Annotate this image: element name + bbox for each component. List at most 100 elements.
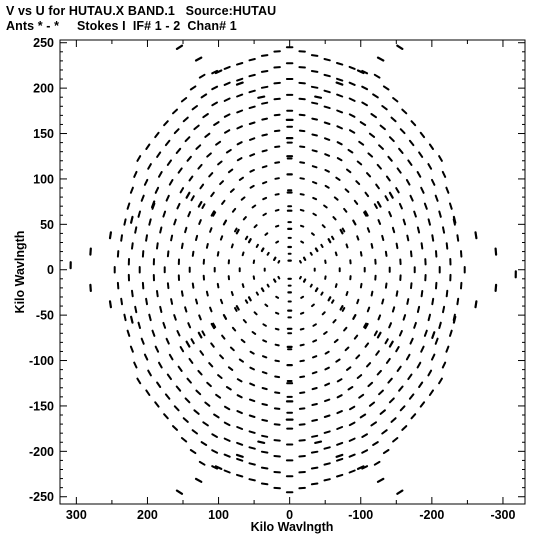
data-point xyxy=(361,69,369,75)
data-point xyxy=(299,161,306,164)
data-point xyxy=(248,105,256,110)
data-point xyxy=(249,153,256,157)
y-axis: 250 200 150 100 50 0 -50 -100 -150 -200 -250 xyxy=(29,36,525,504)
data-point xyxy=(184,306,188,313)
data-point xyxy=(260,247,265,253)
data-point xyxy=(242,319,247,324)
data-point xyxy=(185,191,191,199)
data-point xyxy=(324,137,331,141)
data-point xyxy=(387,377,393,384)
data-point xyxy=(298,113,306,117)
data-point xyxy=(193,124,200,131)
data-point xyxy=(108,300,113,309)
data-point xyxy=(336,62,344,66)
data-point xyxy=(434,337,439,345)
data-point xyxy=(372,93,379,99)
data-point xyxy=(300,295,305,299)
data-point xyxy=(323,58,331,62)
data-point xyxy=(449,202,453,210)
data-point xyxy=(190,338,195,345)
data-point xyxy=(456,297,460,306)
data-point xyxy=(375,350,380,356)
data-point xyxy=(212,211,217,217)
data-point xyxy=(193,409,200,415)
data-point xyxy=(310,482,319,486)
data-point xyxy=(129,345,134,353)
data-point xyxy=(406,234,410,242)
data-point xyxy=(391,226,396,234)
data-point xyxy=(428,389,434,396)
data-point xyxy=(310,450,319,454)
data-point xyxy=(148,218,152,226)
data-point xyxy=(310,70,319,73)
data-point xyxy=(190,195,195,202)
data-point xyxy=(445,186,450,194)
data-point xyxy=(398,330,403,337)
data-point xyxy=(299,193,305,196)
data-point xyxy=(385,175,391,182)
data-point xyxy=(184,226,188,234)
data-point xyxy=(247,238,252,244)
data-point xyxy=(431,331,436,339)
data-point xyxy=(390,116,397,123)
data-point xyxy=(145,143,151,150)
data-point xyxy=(356,298,360,305)
data-point xyxy=(225,148,232,154)
data-point xyxy=(211,69,219,75)
data-point xyxy=(262,212,267,217)
data-point xyxy=(249,137,256,141)
y-tick-label: 50 xyxy=(40,218,54,232)
data-point xyxy=(159,226,163,234)
data-point xyxy=(222,219,228,226)
data-point xyxy=(274,375,281,379)
data-point xyxy=(187,211,192,218)
data-point xyxy=(368,132,376,138)
data-point xyxy=(165,337,170,345)
data-point xyxy=(210,191,215,198)
data-point xyxy=(261,418,268,422)
data-point xyxy=(309,283,313,288)
data-point xyxy=(336,141,343,146)
data-point xyxy=(275,311,280,315)
data-point xyxy=(204,401,211,407)
data-point xyxy=(344,188,350,193)
data-point xyxy=(353,334,359,340)
data-point xyxy=(215,393,222,399)
data-point xyxy=(438,155,443,162)
data-point xyxy=(221,334,226,340)
data-point xyxy=(346,168,352,174)
data-point xyxy=(438,321,442,329)
data-point xyxy=(335,81,344,86)
data-point xyxy=(361,85,369,91)
data-point xyxy=(361,449,369,454)
y-axis-label: Kilo Wavlngth xyxy=(13,231,27,314)
data-point xyxy=(323,204,328,209)
data-point xyxy=(385,357,391,364)
data-point xyxy=(191,429,198,435)
data-point xyxy=(170,298,174,305)
data-point xyxy=(214,465,223,470)
data-point xyxy=(359,282,363,289)
data-point xyxy=(405,353,411,361)
data-point xyxy=(335,453,344,458)
data-point xyxy=(416,171,422,178)
data-point xyxy=(249,169,255,173)
x-tick-label: 0 xyxy=(286,508,293,522)
data-point xyxy=(300,224,305,228)
data-point xyxy=(235,228,240,235)
data-point xyxy=(312,196,318,201)
data-point xyxy=(370,421,377,427)
data-point xyxy=(260,70,269,73)
data-point xyxy=(162,210,167,218)
data-point xyxy=(225,386,232,391)
x-tick-label: 300 xyxy=(66,508,87,522)
data-point xyxy=(143,353,149,361)
data-point xyxy=(347,148,354,154)
data-point xyxy=(213,121,220,126)
data-point xyxy=(137,321,141,329)
data-point xyxy=(396,365,402,372)
data-point xyxy=(366,227,371,233)
data-point xyxy=(156,381,162,388)
data-point xyxy=(413,321,417,329)
data-points xyxy=(69,44,517,495)
